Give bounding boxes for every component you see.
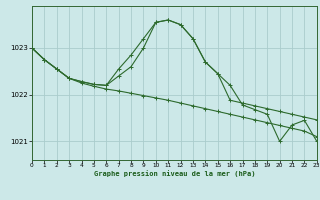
X-axis label: Graphe pression niveau de la mer (hPa): Graphe pression niveau de la mer (hPa) xyxy=(94,170,255,177)
